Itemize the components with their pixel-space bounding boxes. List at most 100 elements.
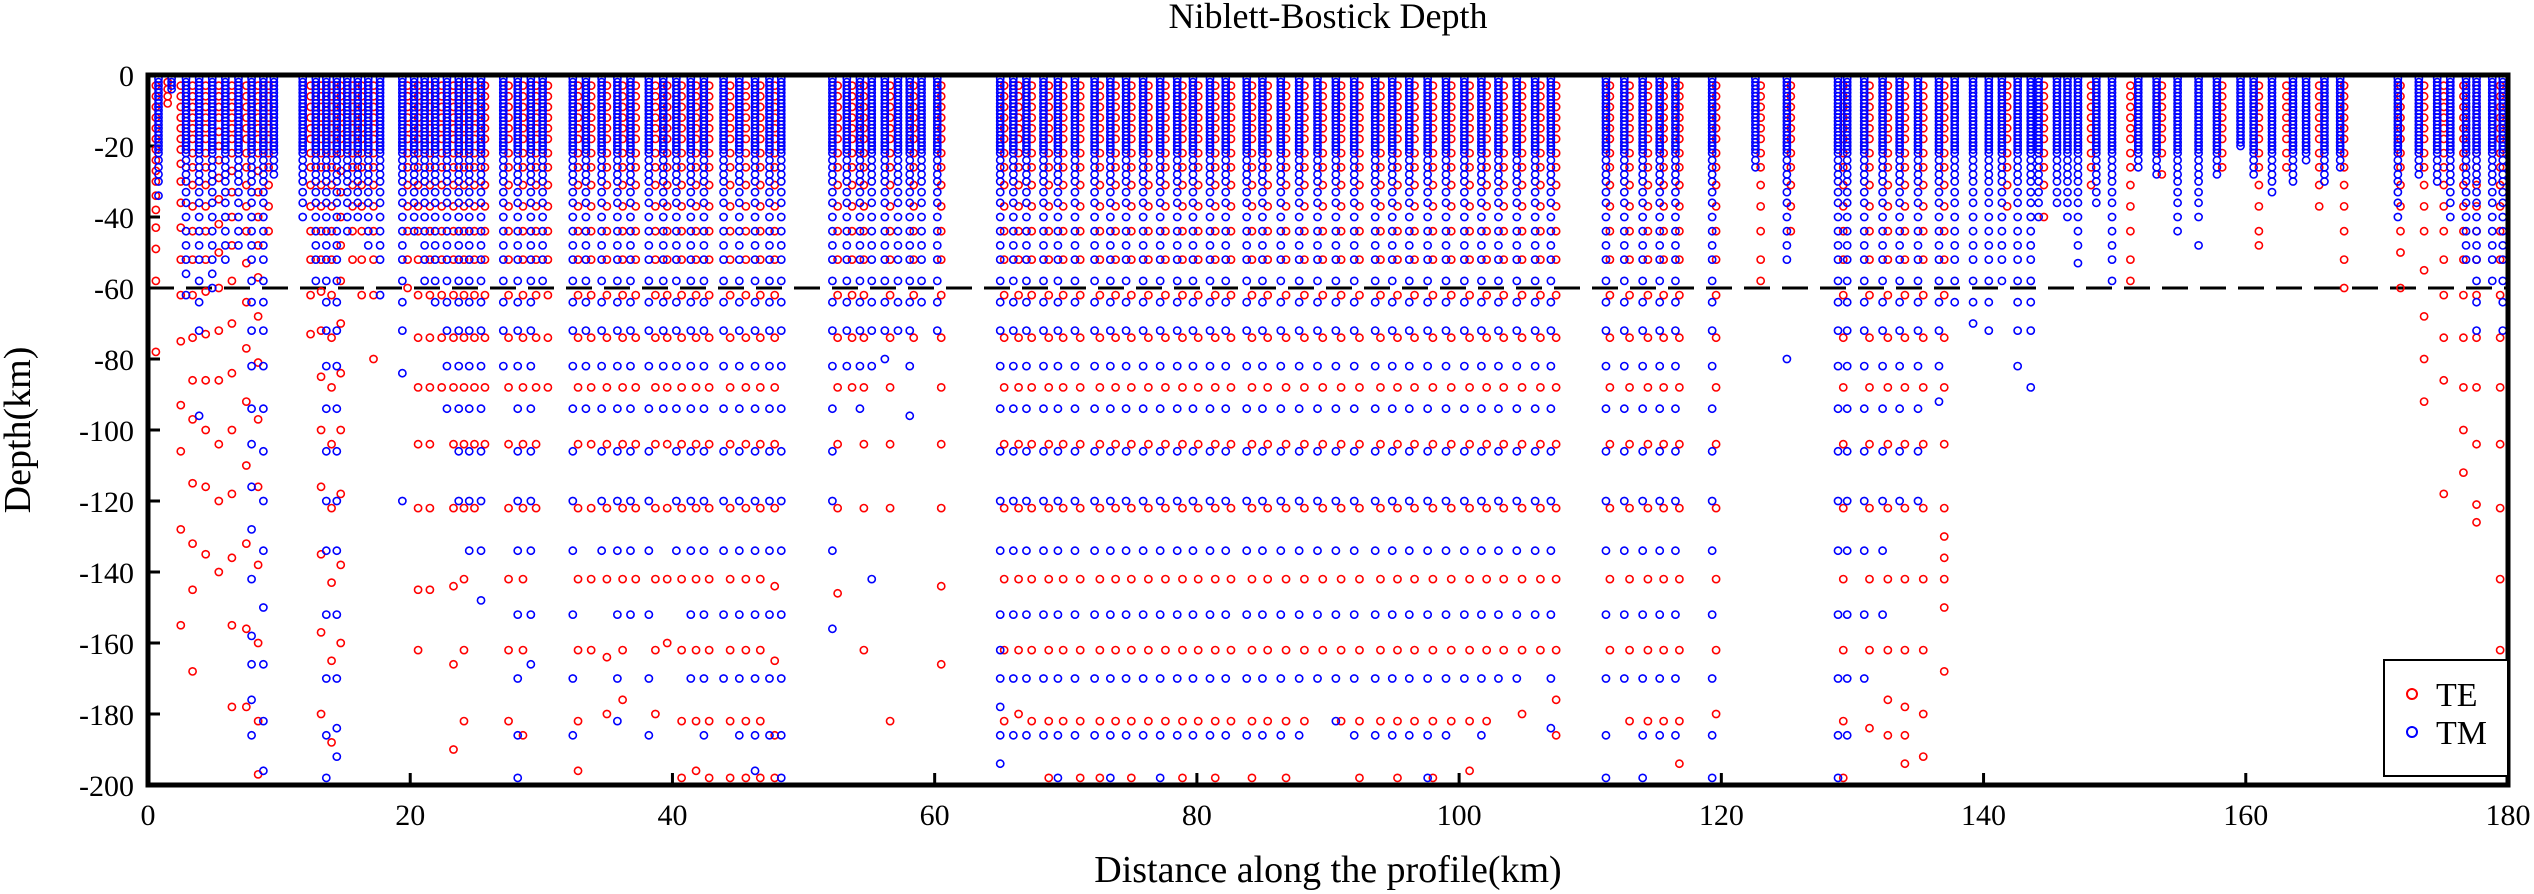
point-tm	[442, 326, 452, 335]
point-tm	[917, 187, 926, 197]
point-tm	[612, 496, 622, 506]
point-te	[327, 382, 336, 392]
point-tm	[765, 198, 774, 208]
point-te	[704, 226, 714, 236]
point-tm	[420, 155, 430, 165]
point-tm	[568, 255, 578, 264]
point-tm	[1039, 297, 1048, 307]
point-te	[1465, 255, 1474, 264]
point-tm	[538, 255, 548, 264]
point-te	[741, 180, 751, 190]
point-tm	[1221, 297, 1231, 307]
point-tm	[220, 255, 230, 264]
point-tm	[363, 187, 373, 197]
point-tm	[1205, 212, 1215, 222]
point-te	[1193, 716, 1203, 726]
point-tm	[207, 145, 217, 154]
point-te	[214, 567, 224, 577]
point-te	[847, 382, 857, 392]
point-tm	[1276, 297, 1286, 307]
point-te	[264, 162, 274, 172]
point-te	[725, 180, 735, 190]
point-tm	[181, 187, 191, 197]
point-te	[1918, 333, 1928, 343]
point-tm	[612, 145, 622, 154]
point-te	[1226, 255, 1236, 264]
point-tm	[247, 631, 256, 641]
point-te	[188, 478, 197, 488]
point-tm	[321, 145, 331, 154]
point-te	[316, 425, 326, 435]
point-te	[1536, 382, 1545, 392]
point-tm	[568, 212, 578, 222]
point-te	[241, 397, 251, 406]
point-tm	[1008, 496, 1018, 506]
point-te	[1143, 226, 1153, 236]
point-te	[1263, 226, 1273, 236]
point-te	[936, 226, 946, 236]
point-tm	[464, 145, 474, 154]
point-tm	[995, 212, 1005, 222]
point-tm	[597, 496, 607, 506]
point-tm	[321, 610, 331, 619]
point-tm	[321, 773, 331, 783]
point-tm	[671, 240, 681, 250]
point-te	[1161, 574, 1170, 584]
point-tm	[597, 361, 607, 371]
point-tm	[1205, 255, 1215, 264]
point-te	[1161, 162, 1170, 172]
point-tm	[1121, 361, 1131, 371]
point-te	[1336, 226, 1346, 236]
point-te	[1756, 201, 1766, 211]
point-te	[602, 574, 612, 584]
point-te	[1318, 382, 1328, 392]
point-tm	[597, 326, 607, 335]
point-te	[306, 255, 315, 264]
point-tm	[207, 187, 217, 197]
point-te	[2339, 226, 2349, 236]
point-te	[1058, 333, 1068, 343]
point-te	[651, 290, 660, 300]
point-te	[1300, 162, 1309, 172]
point-tm	[699, 169, 709, 179]
point-te	[1247, 439, 1257, 449]
point-tm	[220, 169, 230, 179]
point-tm	[1349, 361, 1359, 371]
point-tm	[1205, 297, 1215, 307]
point-te	[227, 319, 237, 328]
point-tm	[995, 226, 1005, 236]
point-te	[677, 773, 687, 783]
y-tick-label: -80	[94, 344, 134, 377]
point-tm	[612, 404, 622, 414]
point-te	[1178, 439, 1187, 449]
point-tm	[181, 212, 191, 222]
point-tm	[842, 226, 852, 236]
point-tm	[476, 404, 486, 414]
point-te	[1482, 716, 1492, 726]
point-tm	[321, 496, 331, 506]
point-tm	[719, 212, 728, 222]
point-te	[1865, 574, 1874, 584]
point-tm	[1070, 187, 1080, 197]
point-tm	[686, 240, 696, 250]
point-te	[1536, 503, 1545, 513]
point-tm	[247, 276, 256, 286]
point-tm	[581, 198, 591, 208]
point-tm	[828, 162, 837, 172]
point-tm	[397, 169, 407, 179]
point-te	[1551, 645, 1561, 655]
point-tm	[430, 276, 440, 286]
point-tm	[1258, 674, 1267, 683]
point-tm	[1294, 145, 1304, 154]
point-tm	[1349, 730, 1359, 740]
point-tm	[893, 326, 903, 335]
point-tm	[750, 326, 760, 335]
point-tm	[1188, 610, 1198, 619]
point-te	[1143, 333, 1153, 343]
point-tm	[298, 198, 308, 208]
point-tm	[311, 145, 321, 154]
point-tm	[498, 326, 508, 335]
point-te	[1281, 162, 1291, 172]
point-te	[1178, 382, 1187, 392]
point-te	[241, 461, 251, 470]
